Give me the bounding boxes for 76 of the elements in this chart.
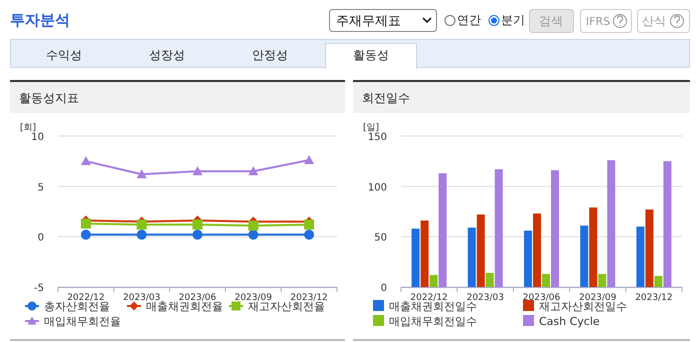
bar [645,209,654,287]
x-tick-label: 2023/03 [123,293,160,303]
chart-title: 회전일수 [362,91,410,105]
point [136,169,147,178]
x-tick-label: 2022/12 [410,293,448,303]
text: 투자분석 [10,11,70,29]
legend-label: 재고자산회전율 [248,300,325,313]
y-tick-label: -5 [34,283,44,294]
point [80,156,91,166]
y-tick-label: 5 [38,182,44,194]
point [80,218,91,229]
text: 주재무제표 [336,14,401,29]
x-tick-label: 2023/09 [234,293,272,303]
bar [589,207,598,287]
bar [486,272,494,287]
text: 분기 [501,13,525,27]
y-tick-label: 0 [380,283,387,294]
legend-label: 매입채무회전일수 [389,315,477,328]
bar [524,230,532,287]
text: IFRS [586,15,610,28]
point [248,220,258,231]
x-tick-label: 2023/12 [290,293,328,303]
point [248,166,258,176]
point [304,220,314,230]
text: 검색 [539,14,563,28]
text: 연간 [457,13,481,27]
point [304,230,314,240]
point [136,230,147,240]
point [248,230,258,240]
point [192,166,202,176]
y-tick-label: 50 [374,232,387,244]
bar [533,214,541,287]
bar [412,228,420,287]
bar [598,274,606,287]
bar [607,160,616,287]
bar [654,276,662,287]
bar [494,169,503,287]
y-tick-label: 100 [368,182,387,194]
legend-label: 매입채무회전율 [44,315,121,328]
bar [438,173,447,287]
x-tick-label: 2022/12 [67,293,105,303]
bar [663,161,672,287]
x-tick-label: 2023/12 [635,293,673,303]
bar [551,170,559,287]
y-tick-label: 0 [38,232,44,244]
point [80,230,91,240]
text: 안정성 [252,48,288,62]
y-axis-title: [일] [363,123,380,133]
x-tick-label: 2023/06 [522,293,560,303]
x-tick-label: 2023/06 [178,293,216,303]
x-tick-label: 2023/03 [466,293,504,303]
legend-label: 재고자산회전일수 [539,300,627,313]
point [136,220,147,230]
point [192,230,202,240]
text: 산식 [642,14,666,28]
x-tick-label: 2023/09 [579,293,617,303]
legend-label: 매출채권회전일수 [389,300,477,313]
point [192,220,202,230]
legend-label: 매출채권회전율 [146,300,223,313]
chart-title: 활동성지표 [19,91,79,105]
point [304,155,314,164]
y-tick-label: 10 [31,132,44,143]
legend-label: Cash Cycle [539,315,600,328]
bar [476,214,485,287]
y-axis-title: [회] [20,123,36,133]
bar [468,228,476,287]
y-tick-label: 150 [368,132,387,143]
text: 수익성 [46,48,82,62]
text: 성장성 [149,48,185,62]
bar [430,274,438,287]
legend-label: 총자산회전율 [44,300,110,313]
text: 활동성 [353,48,389,62]
bar [636,226,644,287]
bar [420,220,429,287]
bar [542,274,550,287]
bar [580,226,588,287]
